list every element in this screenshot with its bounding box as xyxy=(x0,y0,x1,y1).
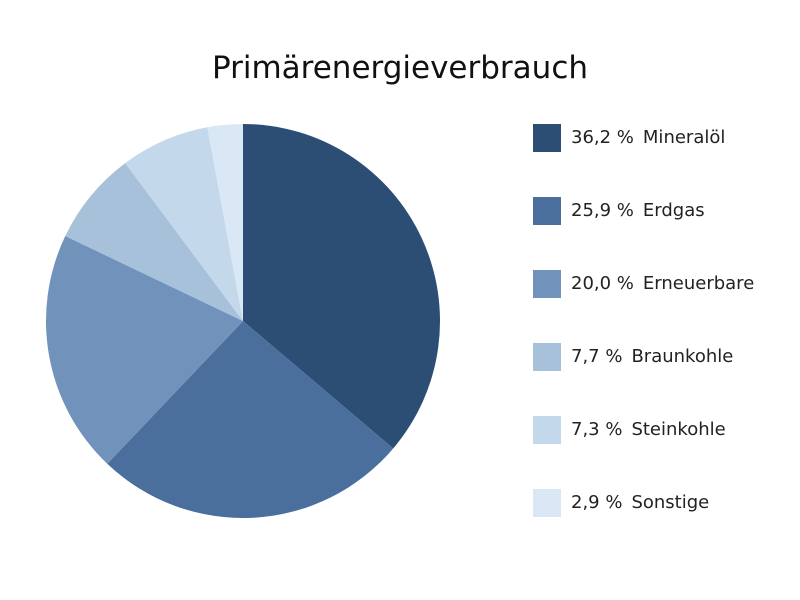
legend-label: Mineralöl xyxy=(643,127,725,148)
legend-swatch xyxy=(533,416,561,444)
legend-value: 2,9 % xyxy=(571,492,622,513)
legend-value: 7,3 % xyxy=(571,419,622,440)
legend-entry: 36,2 % Mineralöl xyxy=(571,127,725,148)
pie-slice xyxy=(107,321,394,518)
legend-label: Sonstige xyxy=(631,492,709,513)
pie-slice xyxy=(207,124,243,321)
pie-slice xyxy=(125,127,243,321)
legend-entry: 7,7 % Braunkohle xyxy=(571,346,733,367)
legend-swatch xyxy=(533,124,561,152)
pie-slice xyxy=(243,124,440,449)
legend-swatch xyxy=(533,343,561,371)
legend-label: Erneuerbare xyxy=(643,273,754,294)
legend-entry: 20,0 % Erneuerbare xyxy=(571,273,754,294)
pie-slice xyxy=(65,163,244,321)
legend-value: 36,2 % xyxy=(571,127,634,148)
legend-swatch xyxy=(533,197,561,225)
legend-label: Erdgas xyxy=(643,200,705,221)
legend-value: 25,9 % xyxy=(571,200,634,221)
legend-entry: 25,9 % Erdgas xyxy=(571,200,705,221)
legend-value: 20,0 % xyxy=(571,273,634,294)
legend-value: 7,7 % xyxy=(571,346,622,367)
legend-entry: 2,9 % Sonstige xyxy=(571,492,709,513)
legend-label: Braunkohle xyxy=(631,346,733,367)
chart-title: Primärenergieverbrauch xyxy=(212,50,588,86)
legend-entry: 7,3 % Steinkohle xyxy=(571,419,726,440)
pie-slice xyxy=(46,236,244,464)
legend-swatch xyxy=(533,270,561,298)
legend-swatch xyxy=(533,489,561,517)
legend-label: Steinkohle xyxy=(631,419,725,440)
